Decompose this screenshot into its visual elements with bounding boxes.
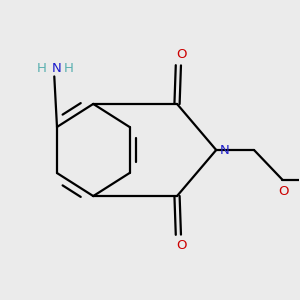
Text: H: H [64,62,74,75]
Text: O: O [176,48,186,61]
Text: O: O [176,239,186,252]
Text: H: H [37,62,47,75]
Text: N: N [52,62,61,75]
Text: O: O [278,185,289,198]
Text: N: N [219,143,229,157]
